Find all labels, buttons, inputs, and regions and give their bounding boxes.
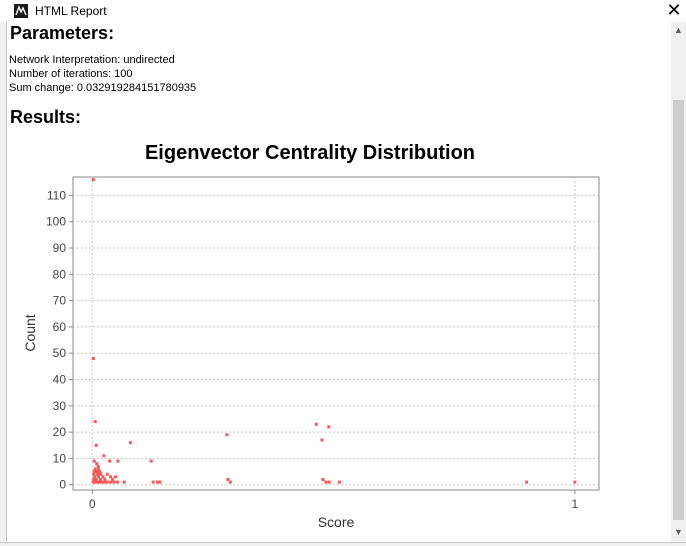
- data-point: [91, 178, 95, 182]
- scroll-down-arrow-icon[interactable]: ▼: [674, 527, 683, 537]
- data-point: [92, 477, 96, 481]
- data-point: [99, 472, 103, 476]
- y-tick-label: 10: [53, 451, 67, 465]
- app-icon: [14, 4, 28, 18]
- report-content: Parameters: Network Interpretation: undi…: [7, 22, 671, 542]
- param-sum-change: Sum change: 0.032919284151780935: [9, 82, 197, 94]
- data-point: [97, 467, 101, 471]
- data-point: [111, 477, 115, 481]
- data-point: [98, 470, 102, 474]
- data-point: [99, 477, 103, 481]
- data-point: [102, 454, 106, 458]
- eigenvector-centrality-chart: Eigenvector Centrality Distribution 0102…: [22, 142, 600, 530]
- data-point: [97, 475, 101, 479]
- parameters-heading: Parameters:: [10, 23, 115, 43]
- param-iterations: Number of iterations: 100: [9, 68, 133, 80]
- data-point: [122, 480, 126, 484]
- data-point: [91, 356, 95, 360]
- data-point: [115, 480, 119, 484]
- data-point: [337, 480, 341, 484]
- x-axis-label: Score: [318, 514, 355, 530]
- data-point: [91, 480, 95, 484]
- y-tick-label: 30: [53, 399, 67, 413]
- data-point: [327, 425, 331, 429]
- y-tick-label: 90: [53, 241, 67, 255]
- data-point: [103, 477, 107, 481]
- vertical-scrollbar[interactable]: ▲ ▼: [671, 22, 686, 542]
- close-icon: ✕: [666, 0, 682, 20]
- close-button[interactable]: ✕: [662, 0, 686, 22]
- data-point: [158, 480, 162, 484]
- data-point: [116, 459, 120, 463]
- data-point: [320, 438, 324, 442]
- data-point: [93, 467, 97, 471]
- data-point: [149, 459, 153, 463]
- data-point: [92, 459, 96, 463]
- y-tick-label: 40: [53, 373, 67, 387]
- data-point: [94, 477, 98, 481]
- data-point: [96, 472, 100, 476]
- data-point: [314, 422, 318, 426]
- data-point: [98, 480, 102, 484]
- x-tick-label: 1: [572, 497, 579, 511]
- data-point: [93, 480, 97, 484]
- window-title: HTML Report: [35, 4, 107, 18]
- data-point: [93, 420, 97, 424]
- data-point: [226, 477, 230, 481]
- data-point: [105, 480, 109, 484]
- window-titlebar: HTML Report ✕: [0, 0, 686, 22]
- data-point: [109, 480, 113, 484]
- data-point: [109, 475, 113, 479]
- data-point: [100, 480, 104, 484]
- data-point: [96, 480, 100, 484]
- data-point: [96, 464, 100, 468]
- scroll-thumb[interactable]: [673, 100, 684, 520]
- window-bottom-edge: [0, 542, 686, 546]
- y-tick-label: 70: [53, 294, 67, 308]
- param-network-interpretation: Network Interpretation: undirected: [9, 54, 175, 66]
- data-point: [228, 480, 232, 484]
- data-point: [113, 475, 117, 479]
- data-point: [155, 480, 159, 484]
- data-point: [92, 472, 96, 476]
- data-point: [525, 480, 529, 484]
- y-tick-label: 100: [46, 215, 66, 229]
- data-point: [93, 475, 97, 479]
- y-tick-label: 20: [53, 425, 67, 439]
- y-tick-label: 80: [53, 267, 67, 281]
- data-point: [101, 475, 105, 479]
- y-tick-label: 110: [47, 188, 66, 202]
- data-point: [225, 433, 229, 437]
- data-point: [151, 480, 155, 484]
- y-tick-label: 0: [59, 478, 66, 492]
- data-point: [327, 480, 331, 484]
- results-heading: Results:: [10, 107, 82, 127]
- data-point: [92, 470, 96, 474]
- data-point: [105, 472, 109, 476]
- data-point: [103, 480, 107, 484]
- data-point: [573, 480, 577, 484]
- y-axis-label: Count: [22, 314, 38, 351]
- plot-area: [72, 176, 600, 491]
- data-point: [128, 441, 132, 445]
- data-point: [112, 480, 116, 484]
- y-tick-label: 60: [53, 320, 67, 334]
- x-tick-label: 0: [89, 497, 96, 511]
- data-point: [95, 470, 99, 474]
- data-point: [321, 477, 325, 481]
- data-point: [108, 459, 112, 463]
- data-point: [94, 443, 98, 447]
- scroll-up-arrow-icon[interactable]: ▲: [674, 25, 683, 35]
- chart-title: Eigenvector Centrality Distribution: [145, 142, 475, 164]
- data-point: [95, 462, 99, 466]
- y-tick-label: 50: [53, 346, 67, 360]
- data-point: [324, 480, 328, 484]
- window-left-edge: [0, 22, 7, 546]
